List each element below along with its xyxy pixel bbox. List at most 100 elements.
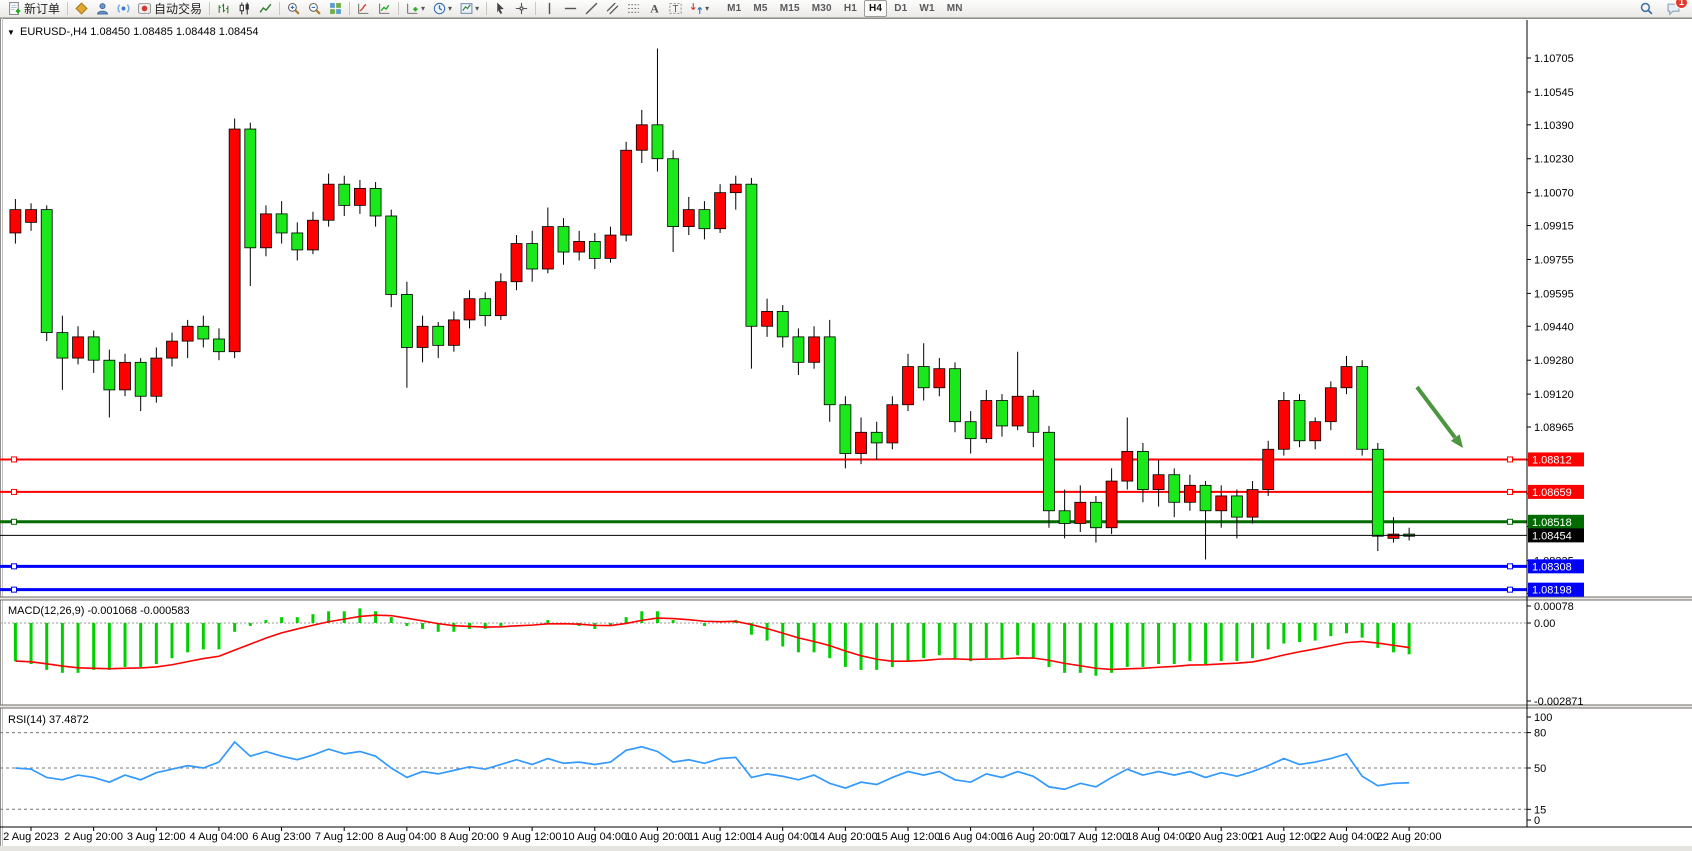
search-button[interactable]: [1637, 0, 1656, 17]
svg-text:10 Aug 04:00: 10 Aug 04:00: [562, 831, 627, 843]
channel-tool-button[interactable]: [603, 0, 622, 17]
rsi-pane: 100 80 50 150 RSI(14) 37.4872: [0, 712, 1552, 827]
fibonacci-icon: [627, 2, 640, 15]
svg-text:1.09120: 1.09120: [1534, 389, 1574, 401]
svg-text:1.08659: 1.08659: [1532, 487, 1572, 499]
signal-icon: [117, 2, 130, 15]
autotrading-icon: [138, 2, 152, 15]
price-chart-canvas[interactable]: 1.10705 1.10545 1.10390 1.10230 1.10070 1.099…: [0, 18, 1692, 846]
timeframe-toolbar: M1 M5 M15 M30 H1 H4 D1 W1 MN: [721, 0, 969, 17]
trendline-icon: [585, 2, 598, 15]
horizontal-line-object[interactable]: [0, 488, 1527, 495]
add-indicator-icon: [406, 2, 419, 15]
add-indicator-button[interactable]: ▾: [403, 0, 428, 17]
toolbar-separator: [279, 2, 281, 15]
candlestick-mode-button[interactable]: [235, 0, 254, 17]
fibonacci-tool-button[interactable]: [624, 0, 643, 17]
notification-badge: 1: [1674, 0, 1688, 9]
template-icon: [460, 2, 473, 15]
timeframe-m15-button[interactable]: M15: [779, 3, 800, 14]
line-chart-mode-button[interactable]: [256, 0, 275, 17]
cursor-icon: [494, 2, 507, 15]
bar-chart-mode-button[interactable]: [214, 0, 233, 17]
dropdown-arrow-icon[interactable]: ▾: [421, 4, 426, 13]
svg-text:8 Aug 04:00: 8 Aug 04:00: [377, 831, 436, 843]
horizontal-line-object[interactable]: [0, 456, 1527, 463]
cursor-button[interactable]: [491, 0, 510, 17]
timeframe-d1-button[interactable]: D1: [894, 3, 908, 14]
svg-text:7 Aug 12:00: 7 Aug 12:00: [315, 831, 374, 843]
zoom-out-button[interactable]: [305, 0, 324, 17]
profiles-button[interactable]: [93, 0, 112, 17]
svg-text:6 Aug 23:00: 6 Aug 23:00: [252, 831, 311, 843]
timeframe-mn-button[interactable]: MN: [946, 3, 963, 14]
svg-text:20 Aug 23:00: 20 Aug 23:00: [1189, 831, 1254, 843]
templates-button[interactable]: ▾: [457, 0, 482, 17]
crosshair-button[interactable]: [512, 0, 531, 17]
svg-text:1.08518: 1.08518: [1532, 517, 1572, 529]
channel-icon: [606, 2, 619, 15]
horizontal-line-tool-button[interactable]: [561, 0, 580, 17]
arrows-tool-button[interactable]: ▾: [687, 0, 712, 17]
svg-text:3 Aug 12:00: 3 Aug 12:00: [127, 831, 186, 843]
dropdown-arrow-icon[interactable]: ▾: [475, 4, 480, 13]
toolbar-right: 1: [1636, 0, 1688, 17]
timeframe-m5-button[interactable]: M5: [753, 3, 768, 14]
svg-text:▼: ▼: [7, 28, 15, 37]
svg-text:4 Aug 04:00: 4 Aug 04:00: [190, 831, 249, 843]
chart-shift-button[interactable]: [72, 0, 91, 17]
toolbar-separator: [209, 2, 211, 15]
pane-separator[interactable]: [0, 705, 1692, 708]
periods-menu-button[interactable]: ▾: [430, 0, 455, 17]
svg-text:2 Aug 20:00: 2 Aug 20:00: [64, 831, 123, 843]
rsi-header: RSI(14) 37.4872: [8, 714, 89, 726]
text-icon: A: [648, 2, 661, 15]
toolbar-separator: [535, 2, 537, 15]
svg-text:21 Aug 12:00: 21 Aug 12:00: [1251, 831, 1316, 843]
svg-text:1.10070: 1.10070: [1534, 188, 1574, 200]
gold-diamond-icon: [75, 2, 88, 15]
indicators-button[interactable]: [354, 0, 373, 17]
pane-separator[interactable]: [0, 597, 1692, 600]
timeframe-m1-button[interactable]: M1: [727, 3, 742, 14]
trendline-tool-button[interactable]: [582, 0, 601, 17]
svg-text:14 Aug 20:00: 14 Aug 20:00: [813, 831, 878, 843]
svg-text:1.09755: 1.09755: [1534, 254, 1574, 266]
vertical-line-tool-button[interactable]: [540, 0, 559, 17]
notifications-button[interactable]: 1: [1664, 0, 1688, 17]
zoom-in-button[interactable]: [284, 0, 303, 17]
svg-text:1.08198: 1.08198: [1532, 585, 1572, 597]
svg-text:0.00: 0.00: [1534, 618, 1555, 630]
market-signal-button[interactable]: [114, 0, 133, 17]
svg-text:0.00078: 0.00078: [1534, 601, 1574, 613]
svg-text:-0.002871: -0.002871: [1534, 696, 1584, 708]
timeframe-m30-button[interactable]: M30: [811, 3, 832, 14]
dropdown-arrow-icon[interactable]: ▾: [705, 4, 710, 13]
horizontal-line-object[interactable]: [0, 518, 1527, 525]
new-order-button[interactable]: 新订单: [5, 0, 63, 17]
horizontal-line-object[interactable]: [0, 563, 1527, 570]
horizontal-line-object[interactable]: [0, 586, 1527, 593]
objects-list-button[interactable]: [375, 0, 394, 17]
time-axis[interactable]: 2 Aug 2023 2 Aug 20:00 3 Aug 12:00 4 Aug 04…: [0, 826, 1692, 843]
text-tool-button[interactable]: A: [645, 0, 664, 17]
text-label-tool-button[interactable]: T: [666, 0, 685, 17]
svg-text:T: T: [673, 4, 679, 15]
svg-text:9 Aug 12:00: 9 Aug 12:00: [503, 831, 562, 843]
chart-window: 1.10705 1.10545 1.10390 1.10230 1.10070 1.099…: [0, 18, 1692, 846]
tile-windows-button[interactable]: [326, 0, 345, 17]
horizontal-line-icon: [564, 2, 577, 15]
svg-text:1.10390: 1.10390: [1534, 120, 1574, 132]
arrow-annotation[interactable]: [1415, 385, 1463, 448]
autotrading-button[interactable]: 自动交易: [135, 0, 205, 17]
dropdown-arrow-icon[interactable]: ▾: [448, 4, 453, 13]
svg-text:1.09280: 1.09280: [1534, 355, 1574, 367]
timeframe-h4-button[interactable]: H4: [864, 0, 888, 17]
timeframe-w1-button[interactable]: W1: [919, 3, 935, 14]
timeframe-h1-button[interactable]: H1: [843, 3, 857, 14]
svg-text:22 Aug 20:00: 22 Aug 20:00: [1377, 831, 1442, 843]
svg-text:8 Aug 20:00: 8 Aug 20:00: [440, 831, 499, 843]
svg-text:18 Aug 04:00: 18 Aug 04:00: [1126, 831, 1191, 843]
svg-text:16 Aug 20:00: 16 Aug 20:00: [1001, 831, 1066, 843]
svg-text:A: A: [650, 2, 659, 15]
